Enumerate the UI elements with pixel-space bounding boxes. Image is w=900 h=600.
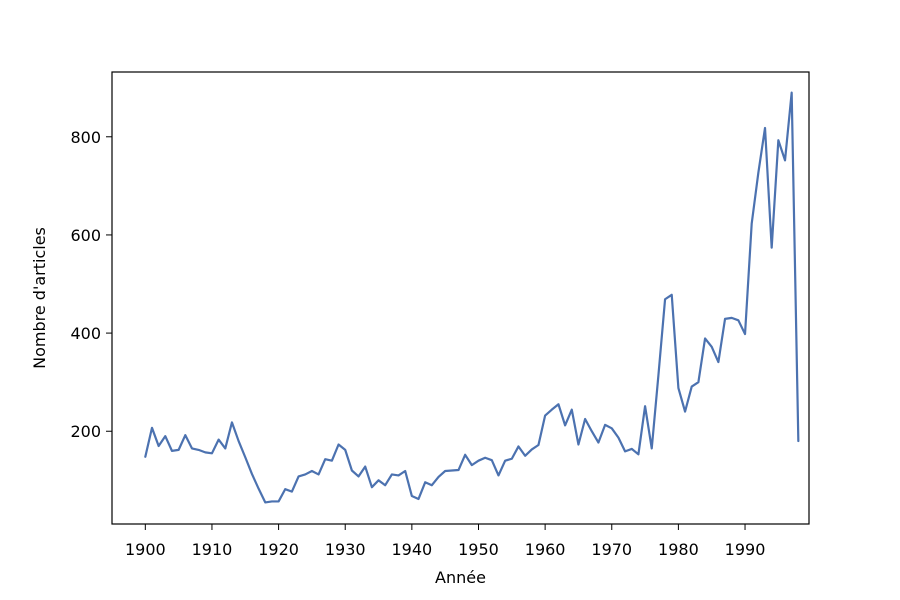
x-tick-label: 1930 <box>325 540 366 559</box>
y-axis-label: Nombre d'articles <box>30 227 49 369</box>
x-tick-label: 1980 <box>658 540 699 559</box>
y-tick-label: 800 <box>70 128 101 147</box>
series-line <box>144 91 800 504</box>
x-axis: 1900 1910 1920 1930 1940 1950 1960 1970 1980 1990 <box>125 524 765 559</box>
y-axis: 200 400 600 800 <box>70 128 112 441</box>
x-tick-label: 1910 <box>192 540 233 559</box>
x-tick-label: 1920 <box>258 540 299 559</box>
x-tick-label: 1900 <box>125 540 166 559</box>
y-tick-label: 200 <box>70 422 101 441</box>
x-tick-label: 1940 <box>391 540 432 559</box>
x-tick-label: 1950 <box>458 540 499 559</box>
x-tick-label: 1960 <box>525 540 566 559</box>
x-tick-label: 1990 <box>725 540 766 559</box>
plot-frame <box>111 71 810 525</box>
y-tick-label: 400 <box>70 324 101 343</box>
y-tick-label: 600 <box>70 226 101 245</box>
x-tick-label: 1970 <box>591 540 632 559</box>
x-axis-label: Année <box>435 568 486 587</box>
